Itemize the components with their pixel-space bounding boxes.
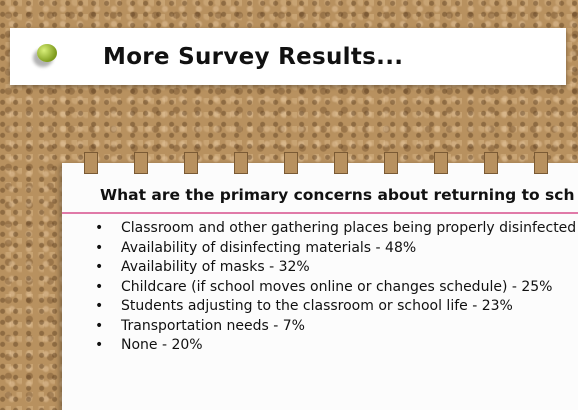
spiral-tab [234,152,248,174]
spiral-tab [534,152,548,174]
bullet-list: Classroom and other gathering places bei… [95,219,578,356]
bullet-item: Availability of disinfecting materials -… [95,239,578,259]
push-pin [37,44,57,62]
bullet-item: Transportation needs - 7% [95,317,578,337]
bullet-item: Childcare (if school moves online or cha… [95,278,578,298]
spiral-tab [184,152,198,174]
spiral-tab [284,152,298,174]
question-heading: What are the primary concerns about retu… [100,186,575,204]
spiral-tab [434,152,448,174]
bullet-item: None - 20% [95,336,578,356]
bullet-item: Students adjusting to the classroom or s… [95,297,578,317]
slide: More Survey Results... What are the prim… [0,0,578,410]
spiral-tab [384,152,398,174]
pink-rule [62,212,578,214]
bullet-item: Classroom and other gathering places bei… [95,219,578,239]
spiral-tab [484,152,498,174]
spiral-tab [84,152,98,174]
spiral-tab [134,152,148,174]
slide-title: More Survey Results... [103,44,403,70]
spiral-tab [334,152,348,174]
bullet-item: Availability of masks - 32% [95,258,578,278]
